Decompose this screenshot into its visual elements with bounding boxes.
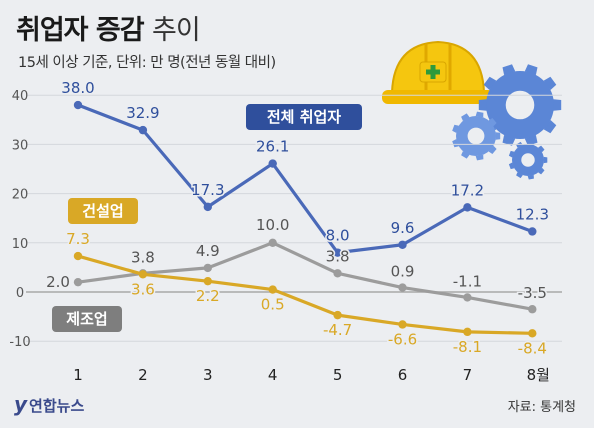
data-label: 7.3	[66, 230, 90, 248]
data-label: 17.2	[451, 181, 484, 199]
data-label: 9.6	[391, 219, 415, 237]
data-label: 2.0	[46, 273, 70, 291]
data-label: 26.1	[256, 138, 289, 156]
x-tick-label: 8월	[527, 366, 550, 384]
y-tick-label: 10	[12, 237, 29, 252]
data-label: 10.0	[256, 216, 289, 234]
data-label: 3.8	[131, 248, 155, 266]
data-point	[528, 329, 537, 338]
data-label: 12.3	[516, 205, 549, 223]
data-point	[528, 305, 537, 314]
x-axis: 1 2 3 4 5 6 7 8월	[73, 366, 550, 384]
y-tick-label: 40	[12, 89, 29, 104]
grid	[26, 94, 562, 342]
source-note: 자료: 통계청	[507, 400, 576, 415]
data-point	[463, 203, 472, 212]
data-labels: 38.0 32.9 17.3 26.1 8.0 9.6 17.2 12.3 7.3 3.6 2.2 0…	[45, 78, 551, 359]
hard-hat-icon	[382, 40, 494, 104]
data-point	[203, 276, 212, 286]
data-label: 3.8	[326, 247, 350, 265]
data-point	[203, 202, 212, 212]
y-tick-label: 0	[16, 286, 24, 301]
data-label: 38.0	[61, 79, 94, 97]
data-point	[268, 159, 277, 168]
data-label: 0.9	[391, 263, 415, 281]
y-tick-label: 30	[12, 138, 29, 153]
series-line	[77, 103, 533, 255]
data-point	[138, 270, 148, 279]
x-tick-label: 6	[398, 366, 408, 384]
title-light: 추이	[152, 15, 201, 46]
data-label: -1.1	[453, 272, 482, 290]
legend-construction: 건설업	[68, 198, 138, 224]
yonhap-logo: y 연합뉴스	[14, 392, 84, 416]
data-label: -4.7	[323, 321, 352, 339]
logo-text: 연합뉴스	[29, 397, 85, 415]
data-label: 8.0	[326, 227, 350, 245]
data-label: -8.1	[453, 338, 482, 356]
data-point	[138, 125, 148, 135]
y-axis: 40 30 20 10 0 -10	[9, 89, 30, 350]
gear-icon	[452, 64, 562, 180]
data-label: -8.4	[518, 339, 547, 357]
legend-employment-label: 전체 취업자	[267, 108, 341, 126]
chart-subtitle: 15세 이상 기준, 단위: 만 명(전년 동월 대비)	[18, 55, 276, 71]
data-point	[398, 240, 407, 249]
y-tick-label: -10	[9, 335, 30, 350]
legend-construction-label: 건설업	[82, 202, 123, 220]
title-bold: 취업자 증감	[16, 15, 145, 46]
data-point	[333, 248, 342, 257]
x-tick-label: 2	[138, 366, 148, 384]
series-1	[73, 251, 537, 338]
data-point	[333, 269, 342, 278]
chart-title: 취업자 증감 추이	[16, 8, 201, 47]
data-label: 2.2	[196, 287, 220, 305]
data-point	[398, 283, 407, 292]
series-line	[77, 241, 533, 311]
data-point	[528, 227, 537, 236]
x-tick-label: 5	[333, 366, 343, 384]
series-0	[73, 100, 537, 257]
yonhap-mark-icon: y	[14, 392, 28, 416]
data-label: 4.9	[196, 242, 220, 260]
legend-manufacturing-label: 제조업	[66, 310, 107, 328]
data-label: 3.6	[131, 280, 155, 298]
data-point	[398, 320, 407, 329]
x-tick-label: 4	[268, 366, 278, 384]
x-tick-label: 1	[73, 366, 83, 384]
data-point	[268, 238, 277, 247]
data-point	[73, 251, 83, 261]
data-label: 17.3	[191, 181, 224, 199]
x-tick-label: 3	[203, 366, 213, 384]
data-point	[333, 310, 342, 320]
data-point	[73, 100, 83, 110]
data-label: 0.5	[261, 296, 285, 314]
data-label: 32.9	[126, 104, 159, 122]
y-tick-label: 20	[12, 188, 29, 203]
data-label: -6.6	[388, 330, 417, 348]
data-point	[73, 277, 83, 287]
legend-manufacturing: 제조업	[52, 306, 122, 332]
data-point	[463, 327, 472, 337]
legend-employment: 전체 취업자	[246, 104, 362, 130]
series-layer	[73, 100, 537, 338]
data-point	[203, 263, 212, 273]
series-line	[77, 254, 533, 335]
x-tick-label: 7	[463, 366, 473, 384]
data-point	[463, 293, 472, 302]
data-label: -3.5	[518, 284, 547, 302]
data-point	[268, 285, 277, 294]
